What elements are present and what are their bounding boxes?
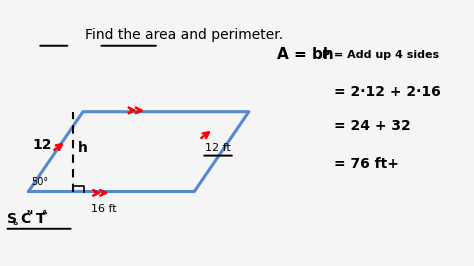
Text: 50°: 50° <box>31 177 48 187</box>
Text: = 24 + 32: = 24 + 32 <box>334 119 411 133</box>
Text: = 2·12 + 2·16: = 2·12 + 2·16 <box>334 85 441 99</box>
Text: 12: 12 <box>32 138 52 152</box>
Text: C: C <box>20 213 31 226</box>
Text: Find the area and perimeter.: Find the area and perimeter. <box>85 28 283 41</box>
Text: 12 ft: 12 ft <box>205 143 231 153</box>
Text: T: T <box>36 213 45 226</box>
Text: P = Add up 4 sides: P = Add up 4 sides <box>322 49 439 60</box>
Text: A = bh: A = bh <box>277 47 334 62</box>
Text: S: S <box>7 213 17 226</box>
Text: ᴺ: ᴺ <box>26 210 32 220</box>
Text: = 76 ft+: = 76 ft+ <box>334 157 399 171</box>
Text: 16 ft: 16 ft <box>91 204 117 214</box>
Text: ᵒ: ᵒ <box>13 221 18 231</box>
Text: ᴬ: ᴬ <box>42 210 47 220</box>
Text: h: h <box>78 141 88 155</box>
